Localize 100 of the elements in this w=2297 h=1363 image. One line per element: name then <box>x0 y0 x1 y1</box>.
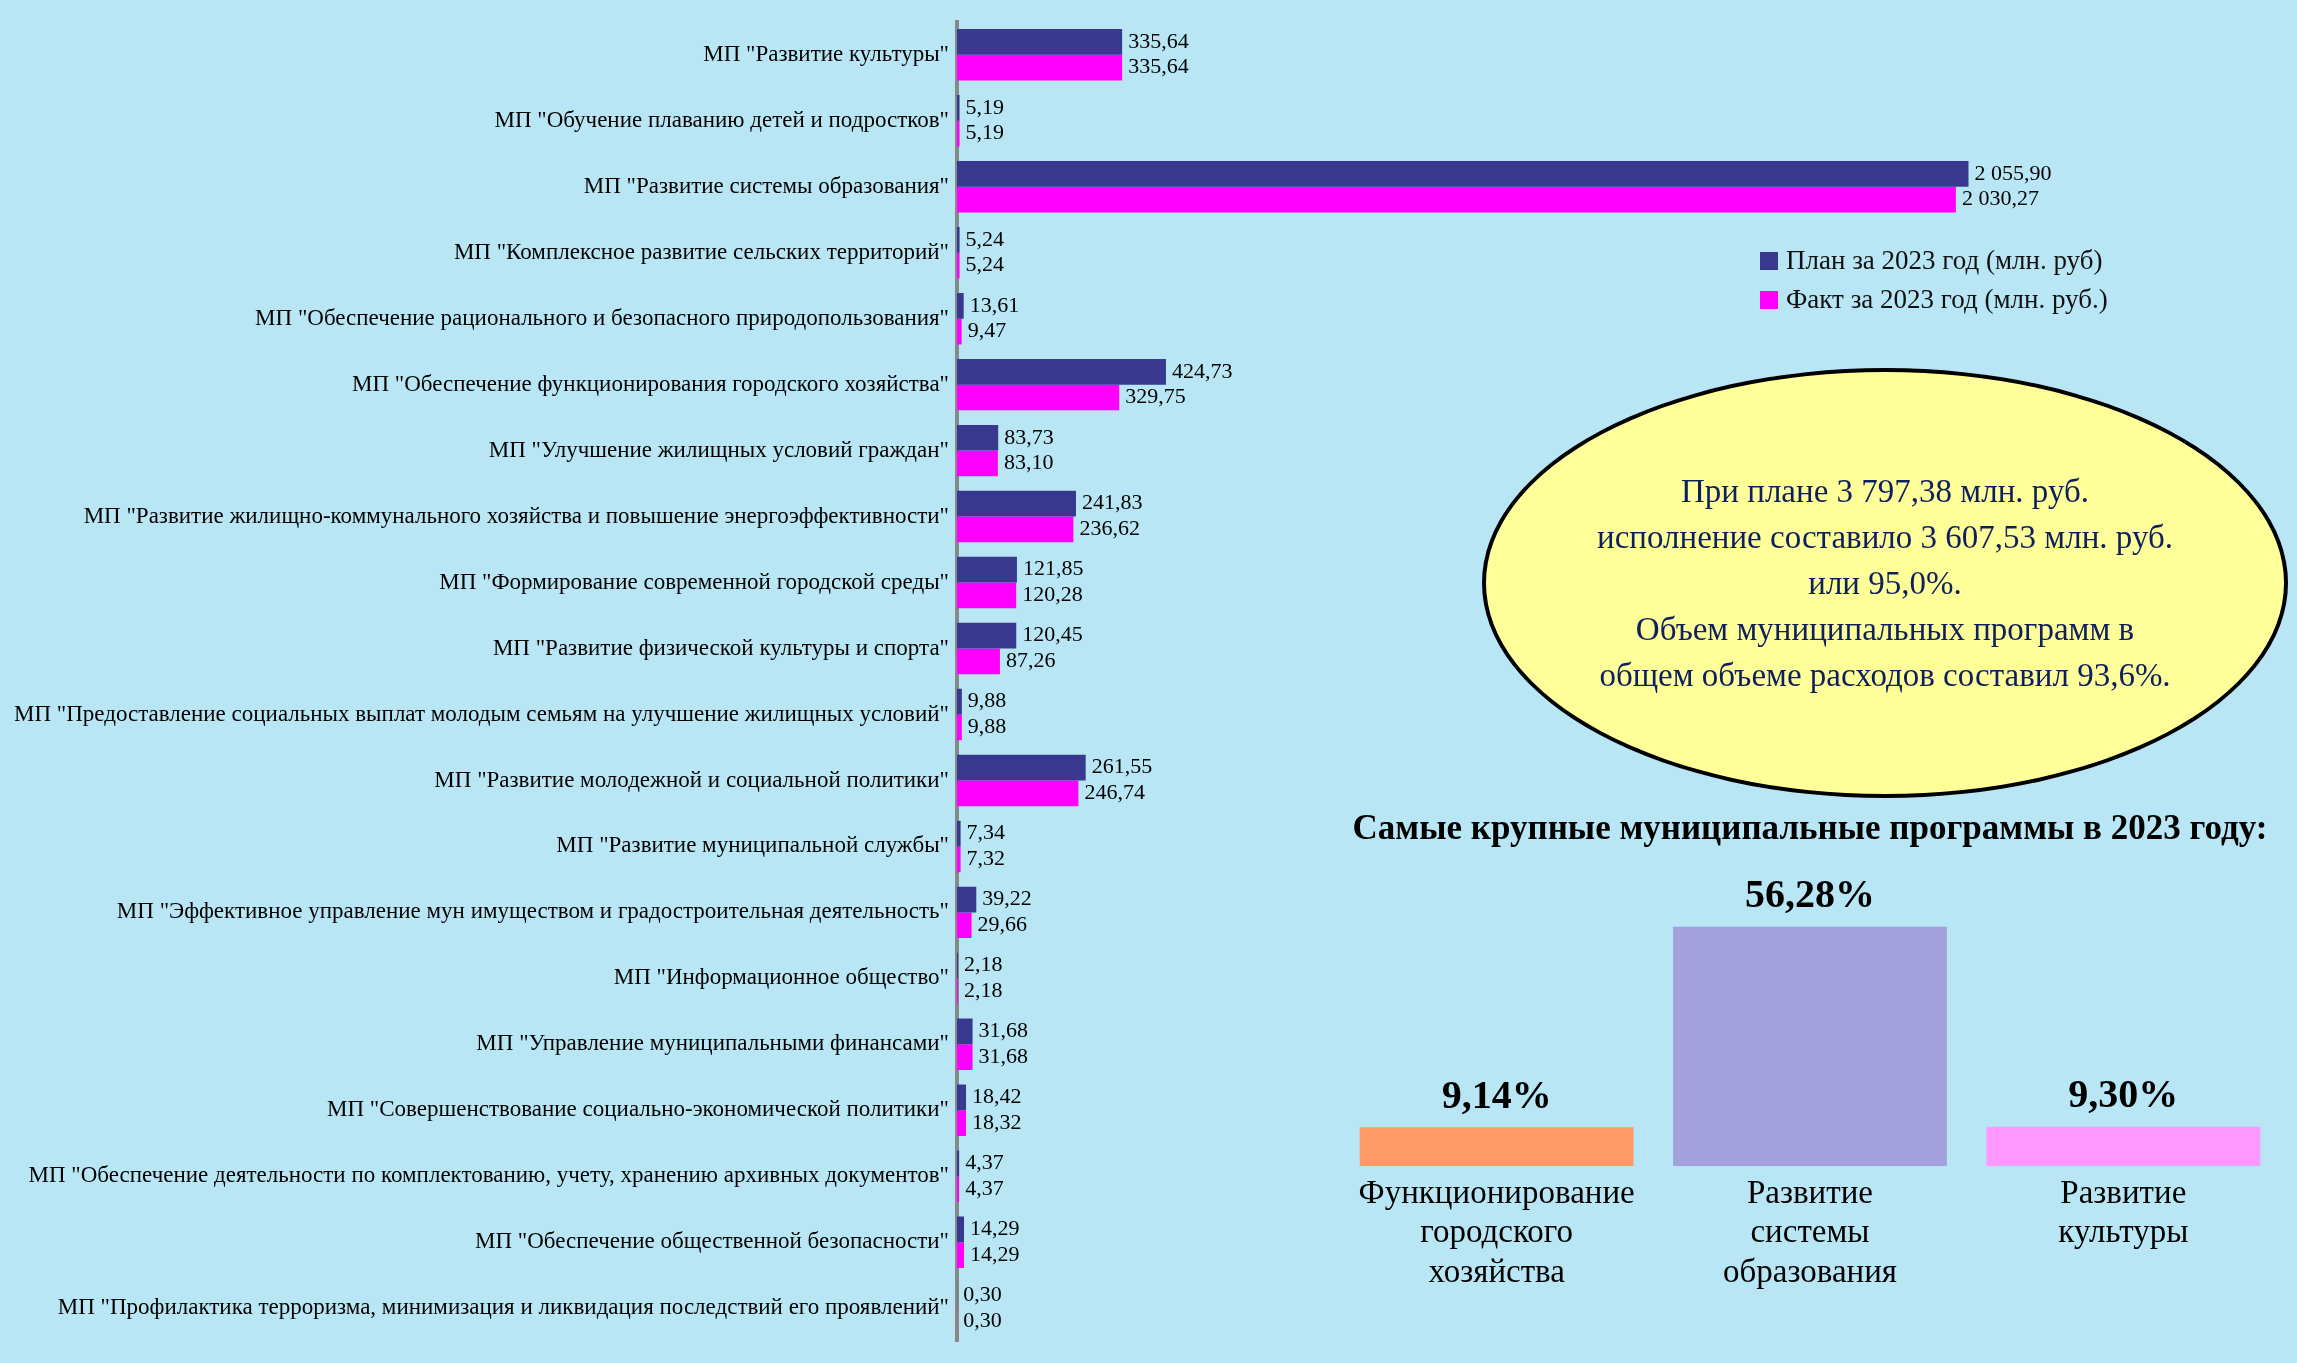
bar <box>956 582 1017 609</box>
y-tick-label: МП "Улучшение жилищных условий граждан" <box>488 436 949 462</box>
bar <box>956 846 961 873</box>
bar <box>956 1018 973 1045</box>
bar <box>956 1176 960 1202</box>
y-tick-label: МП "Эффективное управление мун имуществом и градостроительная деятельность" <box>116 898 949 924</box>
data-label: 2 055,90 <box>1974 159 2052 185</box>
bar <box>956 424 999 451</box>
y-tick-label: МП "Развитие муниципальной службы" <box>556 832 949 858</box>
data-label: 2,18 <box>964 977 1003 1003</box>
bar <box>956 1044 973 1071</box>
data-label: 2 030,27 <box>1961 185 2039 211</box>
data-label: 121,85 <box>1022 555 1084 581</box>
bar <box>956 648 1000 675</box>
bar <box>956 1084 967 1111</box>
bar <box>956 886 977 913</box>
y-tick-label: МП "Развитие физической культуры и спорта" <box>492 634 949 660</box>
y-tick-label: МП "Профилактика терроризма, минимизация и ликвидация последствий его проявлений" <box>57 1294 949 1320</box>
bar <box>956 161 1969 187</box>
y-tick-label: МП "Обеспечение рационального и безопасного природопользования" <box>255 304 949 330</box>
y-tick-label: МП "Предоставление социальных выплат молодым семьям на улучшение жилищных условий" <box>13 700 949 726</box>
bar <box>956 780 1079 807</box>
data-label: 9,14% <box>1441 1071 1552 1117</box>
data-label: 335,64 <box>1128 27 1189 53</box>
data-label: 87,26 <box>1005 647 1056 673</box>
data-label: 0,30 <box>963 1281 1002 1307</box>
data-label: 4,37 <box>965 1174 1004 1200</box>
bar <box>956 1110 967 1137</box>
y-tick-label: МП "Развитие культуры" <box>703 40 949 66</box>
bar <box>956 622 1017 649</box>
y-tick-label: МП "Информационное общество" <box>613 964 949 990</box>
y-tick-label: МП "Развитие молодежной и социальной политики" <box>434 766 949 792</box>
legend-label: Факт за 2023 год (млн. руб.) <box>1786 284 2108 315</box>
data-label: 31,68 <box>978 1017 1029 1043</box>
data-label: 5,19 <box>965 93 1005 119</box>
bar <box>956 1216 965 1243</box>
data-label: 0,30 <box>963 1306 1002 1332</box>
bar <box>956 556 1017 583</box>
bar <box>956 820 961 847</box>
data-label: 241,83 <box>1081 489 1143 515</box>
data-label: 14,29 <box>970 1215 1020 1241</box>
data-label: 2,18 <box>964 951 1003 977</box>
data-label: 13,61 <box>969 291 1020 317</box>
bar <box>956 714 962 741</box>
y-tick-label: МП "Обеспечение общественной безопасности" <box>475 1228 949 1254</box>
y-tick-label: МП "Управление муниципальными финансами" <box>476 1030 949 1056</box>
y-tick-label: МП "Совершенствование социально-экономической политики" <box>327 1096 949 1122</box>
y-tick-label: МП "Обеспечение функционирования городского хозяйства" <box>351 370 949 396</box>
y-tick-label: МП "Комплексное развитие сельских территорий" <box>453 238 949 264</box>
y-tick-label: МП "Развитие системы образования" <box>583 172 949 198</box>
data-label: 9,47 <box>967 317 1007 343</box>
data-label: 329,75 <box>1125 383 1186 409</box>
data-label: 424,73 <box>1171 357 1233 383</box>
x-tick-label: Развитие системы образования <box>1722 1173 1898 1289</box>
data-label: 29,66 <box>977 911 1028 937</box>
annotation: или 95,0%. <box>1808 563 1962 603</box>
bar <box>956 384 1120 411</box>
bar <box>956 252 960 279</box>
y-tick-label: МП "Развитие жилищно-коммунального хозяйства и повышение энергоэффективности" <box>83 502 949 528</box>
bar <box>956 226 960 253</box>
data-label: 9,88 <box>967 713 1007 739</box>
chart-title: Самые крупные муниципальные программы в 2023 году: <box>1351 807 2269 849</box>
y-tick-label: МП "Формирование современной городской среды" <box>439 568 949 594</box>
data-label: 4,37 <box>965 1149 1004 1175</box>
bar <box>956 95 960 121</box>
data-label: 9,30% <box>2068 1070 2179 1116</box>
data-label: 18,42 <box>972 1083 1022 1109</box>
data-label: 7,34 <box>966 819 1006 845</box>
data-label: 83,10 <box>1003 449 1054 475</box>
bar <box>956 490 1076 517</box>
bar <box>956 912 972 939</box>
bar <box>956 292 964 319</box>
bar <box>956 29 1123 55</box>
data-label: 120,28 <box>1022 581 1083 607</box>
annotation: Объем муниципальных программ в <box>1635 610 2135 650</box>
data-label: 236,62 <box>1079 515 1140 541</box>
annotation: исполнение составило 3 607,53 млн. руб. <box>1596 517 2173 557</box>
annotation: общем объеме расходов составил 93,6%. <box>1599 656 2171 696</box>
x-tick-label: Функционирование городского хозяйства <box>1358 1173 1635 1289</box>
bar <box>956 688 962 715</box>
bar <box>956 358 1166 385</box>
data-label: 18,32 <box>972 1108 1022 1134</box>
data-label: 261,55 <box>1091 753 1153 779</box>
data-label: 39,22 <box>982 885 1032 911</box>
data-label: 56,28% <box>1745 870 1875 916</box>
data-label: 31,68 <box>978 1042 1029 1068</box>
data-label: 5,24 <box>965 225 1005 251</box>
bar <box>956 54 1123 81</box>
data-label: 83,73 <box>1004 423 1054 449</box>
bar <box>956 754 1086 781</box>
data-label: 335,64 <box>1128 53 1189 79</box>
data-label: 5,24 <box>965 251 1005 277</box>
data-label: 5,19 <box>965 119 1005 145</box>
data-label: 9,88 <box>967 687 1007 713</box>
y-tick-label: МП "Обеспечение деятельности по комплектованию, учету, хранению архивных документов" <box>28 1162 949 1188</box>
data-label: 120,45 <box>1022 621 1083 647</box>
data-label: 7,32 <box>966 845 1006 871</box>
bar <box>956 186 1956 213</box>
bar <box>956 120 960 147</box>
bar <box>956 516 1074 543</box>
